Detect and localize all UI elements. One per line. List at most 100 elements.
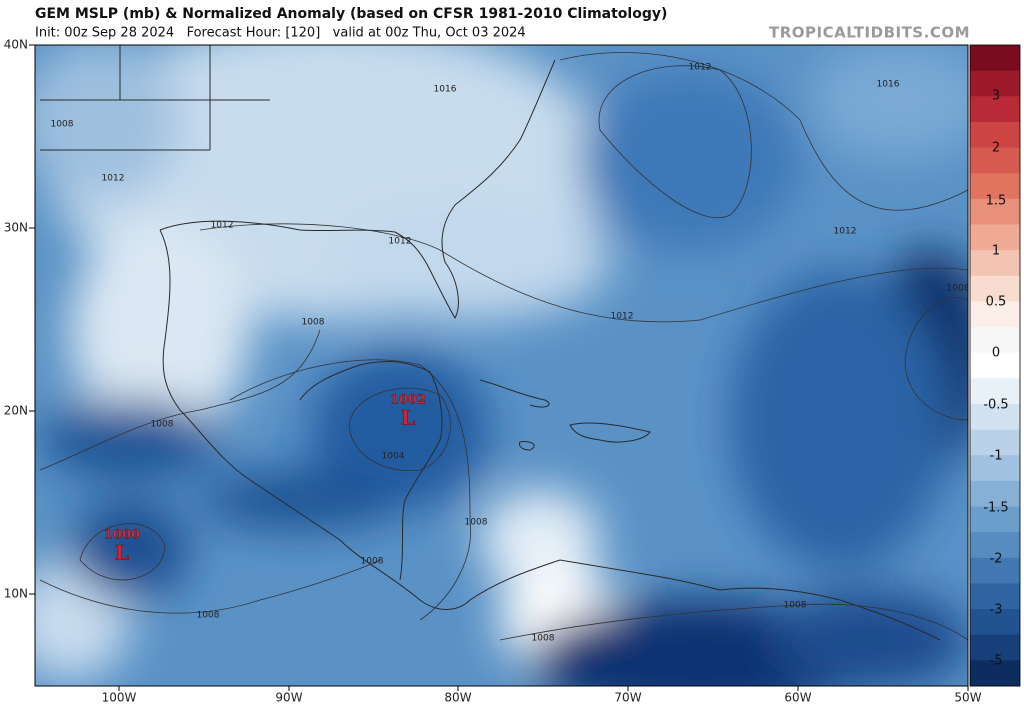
colorbar-swatch	[970, 173, 1020, 200]
isobar-label: 1016	[434, 85, 457, 95]
isobar-label: 1008	[302, 318, 325, 328]
colorbar-swatch	[970, 275, 1020, 302]
map-shape	[299, 360, 443, 581]
colorbar-swatch	[970, 301, 1020, 328]
low-pressure: 1002	[390, 393, 426, 408]
map-shape	[159, 59, 556, 319]
colorbar-swatch	[970, 121, 1020, 149]
isobar-label: 1008	[784, 601, 807, 611]
map-shape	[499, 603, 968, 641]
colorbar-label: 0	[992, 346, 1000, 361]
isobars	[39, 52, 968, 641]
colorbar-label: 3	[992, 89, 1000, 104]
lon-label: 60W	[784, 691, 811, 705]
colorbar-label: -1.5	[983, 501, 1008, 516]
lon-label: 100W	[102, 691, 137, 705]
subtitle: Init: 00z Sep 28 2024 Forecast Hour: [12…	[35, 26, 526, 41]
map-shape	[159, 229, 471, 610]
axes: 40N 30N 20N 10N 100W 90W 80W 70W 60W 50W	[4, 38, 982, 705]
lat-label: 20N	[4, 404, 28, 418]
isobar-label: 1008	[947, 284, 970, 294]
lat-label: 40N	[4, 38, 28, 52]
lat-label: 10N	[4, 587, 28, 601]
isobar-label: 1012	[689, 63, 712, 73]
colorbar-label: -3	[990, 603, 1003, 618]
colorbar-swatch	[970, 403, 1020, 431]
map-shape	[479, 379, 550, 408]
map-shape	[559, 52, 968, 211]
anomaly-blob	[810, 45, 968, 160]
lon-label: 90W	[275, 691, 302, 705]
colorbar-swatch	[970, 198, 1020, 225]
lon-label: 50W	[954, 691, 981, 705]
colorbar-label: 2	[992, 141, 1000, 156]
anomaly-blob	[580, 70, 800, 250]
title: GEM MSLP (mb) & Normalized Anomaly (base…	[35, 6, 667, 22]
colorbar-swatch	[970, 532, 1020, 559]
anomaly-blob	[35, 45, 180, 200]
isobar-label: 1008	[197, 611, 220, 621]
anomaly-blob	[310, 350, 490, 510]
colorbar-label: -0.5	[983, 398, 1008, 413]
colorbar-swatch	[970, 147, 1020, 174]
anomaly-blob	[70, 220, 250, 440]
colorbar-label: 1.5	[986, 194, 1007, 209]
colorbar-swatch	[970, 250, 1020, 277]
anomaly-blob	[200, 470, 400, 530]
colorbar-swatch	[970, 557, 1020, 584]
isobar-label: 1008	[151, 420, 174, 430]
isobar-label: 1008	[51, 120, 74, 130]
anomaly-blob	[70, 500, 190, 600]
colorbar-swatch	[970, 506, 1020, 533]
colorbar-swatch	[970, 352, 1020, 379]
map-shape	[40, 45, 270, 151]
map-shape	[229, 359, 472, 621]
isobar-label: 1004	[382, 452, 405, 462]
colorbar-label: 0.5	[986, 295, 1007, 310]
isobar-label: 1008	[465, 518, 488, 528]
colorbar-label: -2	[990, 552, 1003, 567]
source: TROPICALTIDBITS.COM	[769, 24, 970, 42]
colorbar-label: -1	[990, 449, 1003, 464]
isobar-label: 1008	[532, 634, 555, 644]
map-field: 1012 1016 1008 1012 1016 1012 1012 1012 1008 1012…	[35, 45, 970, 686]
colorbar-swatch	[970, 45, 1020, 72]
colorbar-swatch	[970, 224, 1020, 251]
lon-label: 80W	[444, 691, 471, 705]
colorbar-swatch	[970, 70, 1020, 97]
coastlines	[40, 45, 941, 641]
map-shape	[469, 559, 941, 641]
isobar-label: 1016	[877, 80, 900, 90]
colorbar-swatch	[970, 609, 1020, 636]
anomaly-blob	[770, 590, 968, 686]
map-shape	[519, 441, 535, 451]
colorbar-label: -5	[990, 654, 1003, 669]
map-shape	[79, 523, 166, 581]
isobar-label: 1012	[102, 174, 125, 184]
colorbar-swatch	[970, 96, 1020, 123]
low-symbol: L	[115, 541, 129, 565]
colorbar-swatch	[970, 327, 1020, 354]
colorbar-frame	[969, 44, 1021, 687]
colorbar-label: 1	[992, 244, 1000, 259]
colorbar-swatch	[970, 480, 1020, 508]
colorbar-swatch	[970, 378, 1020, 405]
anomaly-blob	[730, 270, 950, 570]
isobar-label: 1012	[389, 237, 412, 247]
colorbar-swatch	[970, 455, 1020, 482]
map-shape	[569, 422, 651, 443]
anomaly-blob	[330, 200, 610, 320]
map-frame	[34, 44, 969, 687]
colorbar: 3 2 1.5 1 0.5 0 -0.5 -1 -1.5 -2 -3 -5	[969, 44, 1021, 687]
anomaly-blob	[40, 400, 220, 480]
map-shape	[598, 65, 752, 219]
isobar-label: 1008	[361, 557, 384, 567]
lon-label: 70W	[614, 691, 641, 705]
lat-label: 30N	[4, 221, 28, 235]
anomaly-shading	[35, 45, 968, 686]
isobar-label: 1012	[834, 227, 857, 237]
